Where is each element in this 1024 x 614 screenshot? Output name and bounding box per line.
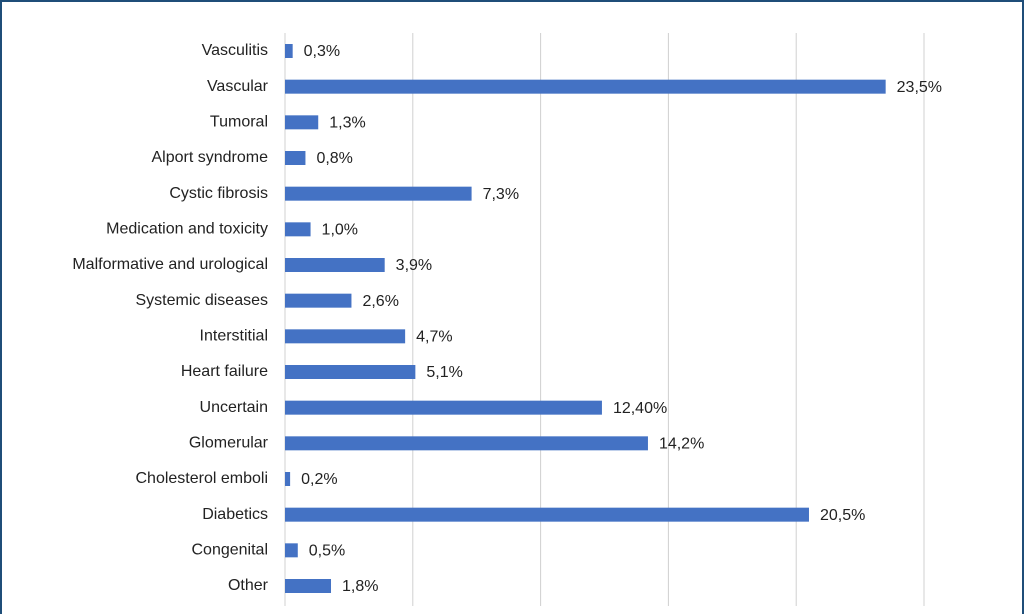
bar [285, 258, 385, 272]
y-tick-label: Tumoral [210, 114, 268, 131]
y-tick-label: Heart failure [181, 363, 268, 380]
value-label: 2,6% [362, 293, 398, 310]
value-label: 0,8% [316, 150, 352, 167]
y-tick-label: Vascular [207, 78, 269, 95]
y-tick-label: Cystic fibrosis [169, 185, 268, 202]
bar [285, 579, 332, 593]
y-tick-label: Vasculitis [202, 42, 268, 59]
bar [285, 115, 319, 130]
bar [285, 79, 886, 94]
bar [285, 365, 416, 379]
y-tick-label: Other [228, 577, 269, 594]
value-label: 20,5% [820, 507, 865, 524]
y-tick-label: Diabetics [202, 506, 268, 523]
value-label: 0,2% [301, 471, 337, 488]
value-label: 23,5% [897, 79, 942, 96]
y-tick-label: Systemic diseases [136, 292, 269, 309]
y-tick-label: Glomerular [189, 435, 269, 452]
bar [285, 329, 406, 344]
y-tick-label: Alport syndrome [152, 149, 269, 166]
y-tick-label: Congenital [192, 542, 269, 559]
value-label: 1,8% [342, 578, 378, 595]
bar [285, 436, 648, 451]
bar [285, 472, 291, 486]
value-label: 1,3% [329, 115, 365, 132]
value-label: 12,40% [613, 400, 667, 417]
bar [285, 222, 311, 237]
y-tick-label: Cholesterol emboli [135, 470, 268, 487]
bar [285, 186, 472, 201]
bar [285, 293, 352, 308]
value-label: 4,7% [416, 329, 452, 346]
y-tick-label: Uncertain [200, 399, 268, 416]
bar [285, 543, 298, 558]
bar [285, 507, 809, 522]
value-label: 1,0% [322, 222, 358, 239]
value-label: 7,3% [483, 186, 519, 203]
bar [285, 44, 293, 58]
value-label: 0,3% [304, 43, 340, 60]
value-label: 3,9% [396, 257, 432, 274]
value-label: 5,1% [426, 364, 462, 381]
y-tick-label: Medication and toxicity [106, 221, 268, 238]
y-tick-label: Interstitial [200, 328, 268, 345]
bar [285, 151, 306, 165]
value-label: 0,5% [309, 543, 345, 560]
y-tick-label: Malformative and urological [72, 256, 268, 273]
value-label: 14,2% [659, 436, 704, 453]
bar [285, 400, 602, 415]
